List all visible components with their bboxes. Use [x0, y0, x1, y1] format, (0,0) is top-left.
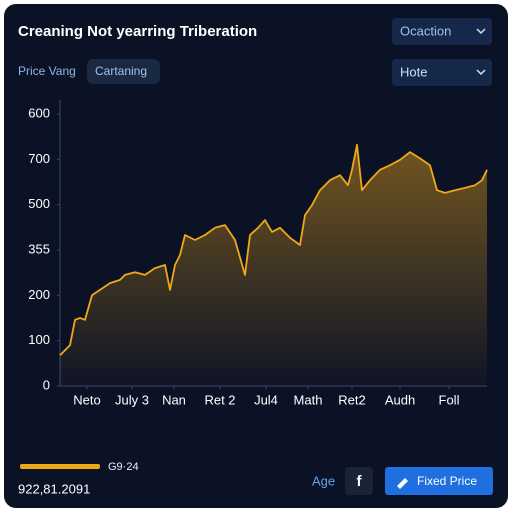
label: Price Vang: [18, 64, 76, 78]
button-text: Fixed Price: [417, 474, 477, 488]
link[interactable]: Age: [312, 473, 335, 488]
x-tick-label: Foll: [439, 392, 460, 407]
chip[interactable]: [87, 59, 160, 84]
area: [60, 144, 487, 386]
x-tick-label: Neto: [73, 392, 100, 407]
dropdown-text: Hote: [400, 64, 427, 79]
y-tick-label: 100: [28, 332, 50, 347]
icon-button[interactable]: [345, 467, 373, 495]
legend-label: G9·24: [108, 461, 139, 473]
dropdown[interactable]: [392, 59, 492, 86]
y-tick-label: 700: [28, 151, 50, 166]
x-tick-label: Ret 2: [204, 392, 235, 407]
y-tick-label: 0: [43, 377, 50, 392]
button-icon: [397, 478, 408, 489]
x-tick-label: Math: [294, 392, 323, 407]
y-tick-label: 355: [28, 241, 50, 256]
y-tick-label: 500: [28, 196, 50, 211]
title: Creaning Not yearring Triberation: [18, 23, 257, 40]
chip-text: Cartaning: [95, 64, 147, 78]
dropdown-text: Ocaction: [400, 23, 451, 38]
dropdown[interactable]: [392, 18, 492, 45]
x-tick-label: July 3: [115, 392, 149, 407]
x-tick-label: Nan: [162, 392, 186, 407]
button[interactable]: [385, 467, 493, 495]
icon: f: [357, 473, 363, 490]
total: 922,81.2091: [18, 481, 90, 496]
x-tick-label: Jul4: [254, 392, 278, 407]
x-tick-label: Audh: [385, 392, 415, 407]
chevron: [476, 28, 486, 35]
y-tick-label: 200: [28, 287, 50, 302]
x-tick-label: Ret2: [338, 392, 365, 407]
line: [59, 143, 488, 356]
chevron: [476, 69, 486, 76]
legend-swatch: [20, 464, 100, 469]
y-tick-label: 600: [28, 105, 50, 120]
